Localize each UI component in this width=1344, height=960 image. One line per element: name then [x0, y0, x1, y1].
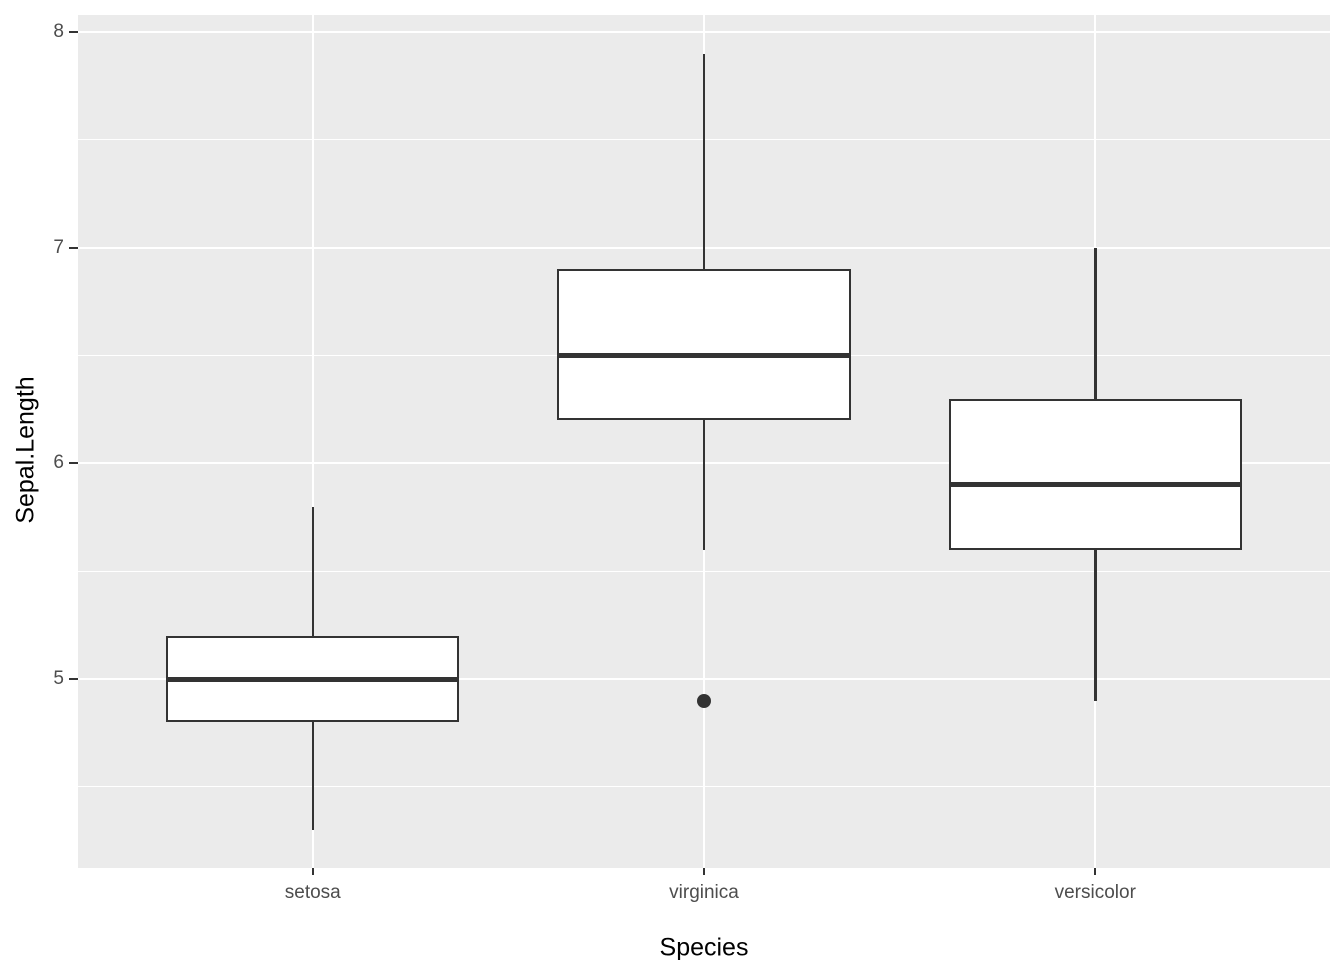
- median-versicolor: [948, 482, 1242, 488]
- lower-whisker-versicolor: [1094, 549, 1097, 701]
- x-tick-mark-setosa: [311, 868, 314, 875]
- y-tick-mark: [69, 246, 78, 249]
- upper-whisker-versicolor: [1094, 247, 1097, 399]
- y-tick-mark: [69, 462, 78, 465]
- gridline-vertical-setosa: [311, 15, 314, 868]
- y-tick-mark: [69, 678, 78, 681]
- y-tick-label: 6: [53, 452, 64, 474]
- median-setosa: [166, 676, 460, 682]
- plot-panel: [78, 15, 1330, 868]
- y-tick-label: 7: [53, 236, 64, 258]
- upper-whisker-virginica: [702, 53, 706, 270]
- x-tick-mark-versicolor: [1094, 868, 1097, 875]
- y-tick-label: 8: [53, 21, 64, 43]
- outlier-point-virginica: [697, 693, 711, 708]
- lower-whisker-virginica: [702, 420, 706, 550]
- upper-whisker-setosa: [311, 506, 314, 636]
- lower-whisker-setosa: [311, 722, 314, 831]
- x-tick-label-virginica: virginica: [669, 882, 739, 903]
- y-axis-title: Sepal.Length: [11, 376, 40, 524]
- y-tick-mark: [69, 31, 78, 34]
- x-tick-label-versicolor: versicolor: [1054, 882, 1136, 903]
- x-axis-title: Species: [659, 933, 749, 960]
- box-virginica: [557, 269, 851, 421]
- box-versicolor: [948, 398, 1242, 550]
- x-tick-label-setosa: setosa: [284, 882, 341, 903]
- y-tick-label: 5: [53, 668, 64, 690]
- median-virginica: [557, 353, 851, 359]
- x-tick-mark-virginica: [703, 868, 705, 875]
